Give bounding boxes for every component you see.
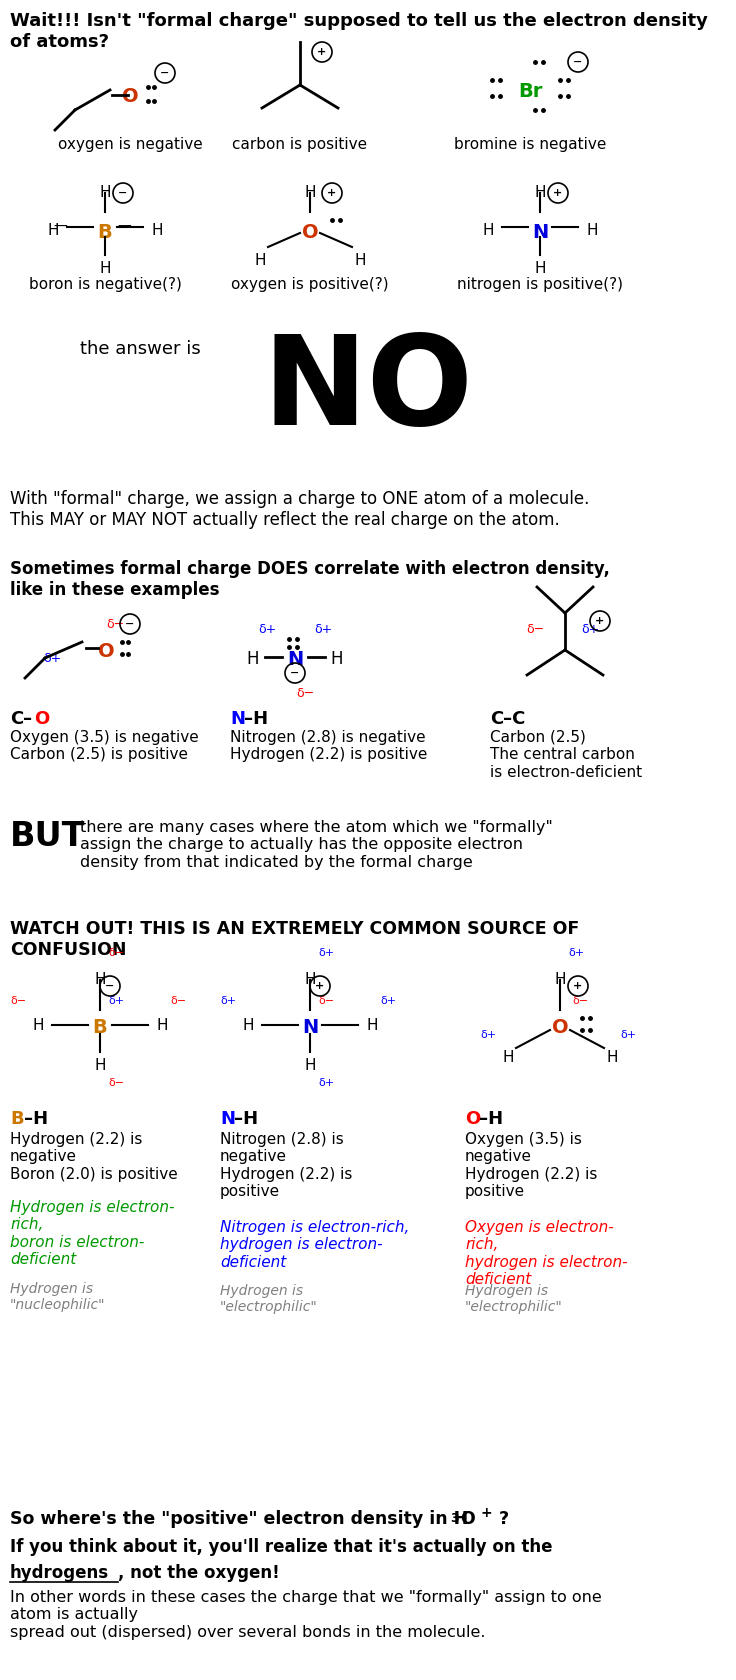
Text: H: H bbox=[99, 185, 110, 200]
Text: O: O bbox=[302, 223, 318, 242]
Text: oxygen is positive(?): oxygen is positive(?) bbox=[231, 277, 389, 292]
Text: +: + bbox=[317, 47, 327, 57]
Text: δ−: δ− bbox=[106, 618, 124, 632]
Text: −: − bbox=[573, 57, 583, 67]
Text: H: H bbox=[99, 260, 110, 276]
Text: +: + bbox=[480, 1505, 492, 1520]
Text: H: H bbox=[156, 1018, 168, 1033]
Text: –H: –H bbox=[479, 1110, 503, 1127]
Text: boron is negative(?): boron is negative(?) bbox=[29, 277, 182, 292]
Text: δ−: δ− bbox=[10, 996, 26, 1006]
Text: O: O bbox=[460, 1510, 475, 1529]
Text: δ−: δ− bbox=[108, 1079, 124, 1089]
Text: H: H bbox=[606, 1050, 618, 1065]
Text: H: H bbox=[94, 973, 106, 986]
Text: δ+: δ+ bbox=[108, 996, 124, 1006]
Text: Br: Br bbox=[518, 82, 542, 101]
Text: Oxygen (3.5) is
negative
Hydrogen (2.2) is
positive: Oxygen (3.5) is negative Hydrogen (2.2) … bbox=[465, 1132, 598, 1200]
Text: –H: –H bbox=[234, 1110, 258, 1127]
Text: Carbon (2.5)
The central carbon
is electron-deficient: Carbon (2.5) The central carbon is elect… bbox=[490, 731, 642, 780]
Text: H: H bbox=[247, 650, 259, 669]
Text: H: H bbox=[482, 223, 494, 239]
Text: δ−: δ− bbox=[296, 687, 314, 701]
Text: the answer is: the answer is bbox=[80, 339, 201, 358]
Text: H: H bbox=[242, 1018, 254, 1033]
Text: δ−: δ− bbox=[572, 996, 588, 1006]
Text: O: O bbox=[465, 1110, 481, 1127]
Text: H: H bbox=[587, 223, 598, 239]
Text: H: H bbox=[367, 1018, 378, 1033]
Text: –: – bbox=[23, 711, 32, 727]
Text: δ−: δ− bbox=[108, 948, 124, 958]
Text: B: B bbox=[98, 223, 113, 242]
Text: —: — bbox=[117, 220, 131, 234]
Text: 3: 3 bbox=[450, 1512, 459, 1525]
Text: Hydrogen is
"electrophilic": Hydrogen is "electrophilic" bbox=[465, 1284, 563, 1314]
Text: Nitrogen (2.8) is
negative
Hydrogen (2.2) is
positive: Nitrogen (2.8) is negative Hydrogen (2.2… bbox=[220, 1132, 353, 1200]
Text: H: H bbox=[32, 1018, 43, 1033]
Text: Hydrogen is electron-
rich,
boron is electron-
deficient: Hydrogen is electron- rich, boron is ele… bbox=[10, 1200, 174, 1267]
Text: δ+: δ+ bbox=[318, 1079, 334, 1089]
Text: δ+: δ+ bbox=[380, 996, 396, 1006]
Text: Oxygen (3.5) is negative
Carbon (2.5) is positive: Oxygen (3.5) is negative Carbon (2.5) is… bbox=[10, 731, 199, 763]
Text: In other words in these cases the charge that we "formally" assign to one
atom i: In other words in these cases the charge… bbox=[10, 1589, 602, 1640]
Text: +: + bbox=[315, 981, 325, 991]
Text: —: — bbox=[53, 220, 67, 234]
Text: H: H bbox=[534, 260, 546, 276]
Text: With "formal" charge, we assign a charge to ONE atom of a molecule.
This MAY or : With "formal" charge, we assign a charge… bbox=[10, 491, 590, 529]
Text: WATCH OUT! THIS IS AN EXTREMELY COMMON SOURCE OF
CONFUSION: WATCH OUT! THIS IS AN EXTREMELY COMMON S… bbox=[10, 921, 579, 959]
Text: δ+: δ+ bbox=[581, 623, 599, 637]
Text: −: − bbox=[160, 67, 170, 77]
Text: N: N bbox=[302, 1018, 318, 1037]
Text: H: H bbox=[254, 254, 266, 269]
Text: carbon is positive: carbon is positive bbox=[233, 138, 367, 151]
Text: –H: –H bbox=[244, 711, 268, 727]
Text: –C: –C bbox=[503, 711, 526, 727]
Text: −: − bbox=[118, 188, 127, 198]
Text: δ+: δ+ bbox=[43, 652, 61, 665]
Text: C: C bbox=[10, 711, 24, 727]
Text: Sometimes formal charge DOES correlate with electron density,
like in these exam: Sometimes formal charge DOES correlate w… bbox=[10, 559, 610, 598]
Text: hydrogens: hydrogens bbox=[10, 1564, 109, 1583]
Text: H: H bbox=[534, 185, 546, 200]
Text: δ+: δ+ bbox=[220, 996, 236, 1006]
Text: +: + bbox=[553, 188, 562, 198]
Text: Oxygen is electron-
rich,
hydrogen is electron-
deficient: Oxygen is electron- rich, hydrogen is el… bbox=[465, 1220, 628, 1287]
Text: −: − bbox=[290, 669, 300, 679]
Text: H: H bbox=[554, 973, 566, 986]
Text: N: N bbox=[220, 1110, 235, 1127]
Text: O: O bbox=[121, 87, 138, 106]
Text: C: C bbox=[490, 711, 503, 727]
Text: H: H bbox=[502, 1050, 514, 1065]
Text: O: O bbox=[98, 642, 114, 660]
Text: −: − bbox=[125, 618, 135, 628]
Text: ?: ? bbox=[493, 1510, 509, 1529]
Text: +: + bbox=[328, 188, 336, 198]
Text: Nitrogen (2.8) is negative
Hydrogen (2.2) is positive: Nitrogen (2.8) is negative Hydrogen (2.2… bbox=[230, 731, 428, 763]
Text: H: H bbox=[304, 1058, 316, 1074]
Text: H: H bbox=[94, 1058, 106, 1074]
Text: −: − bbox=[105, 981, 115, 991]
Text: If you think about it, you'll realize that it's actually on the: If you think about it, you'll realize th… bbox=[10, 1537, 558, 1556]
Text: δ+: δ+ bbox=[480, 1030, 496, 1040]
Text: , not the oxygen!: , not the oxygen! bbox=[118, 1564, 280, 1583]
Text: δ+: δ+ bbox=[568, 948, 584, 958]
Text: +: + bbox=[595, 617, 605, 627]
Text: δ−: δ− bbox=[170, 996, 186, 1006]
Text: B: B bbox=[10, 1110, 24, 1127]
Text: –H: –H bbox=[24, 1110, 48, 1127]
Text: δ−: δ− bbox=[526, 623, 544, 637]
Text: H: H bbox=[152, 223, 163, 239]
Text: BUT: BUT bbox=[10, 820, 85, 853]
Text: δ+: δ+ bbox=[314, 623, 332, 637]
Text: N: N bbox=[230, 711, 245, 727]
Text: δ+: δ+ bbox=[620, 1030, 636, 1040]
Text: H: H bbox=[330, 650, 343, 669]
Text: Hydrogen (2.2) is
negative
Boron (2.0) is positive: Hydrogen (2.2) is negative Boron (2.0) i… bbox=[10, 1132, 178, 1181]
Text: δ−: δ− bbox=[318, 996, 334, 1006]
Text: Hydrogen is
"nucleophilic": Hydrogen is "nucleophilic" bbox=[10, 1282, 105, 1312]
Text: H: H bbox=[47, 223, 59, 239]
Text: δ+: δ+ bbox=[258, 623, 276, 637]
Text: +: + bbox=[573, 981, 583, 991]
Text: H: H bbox=[354, 254, 366, 269]
